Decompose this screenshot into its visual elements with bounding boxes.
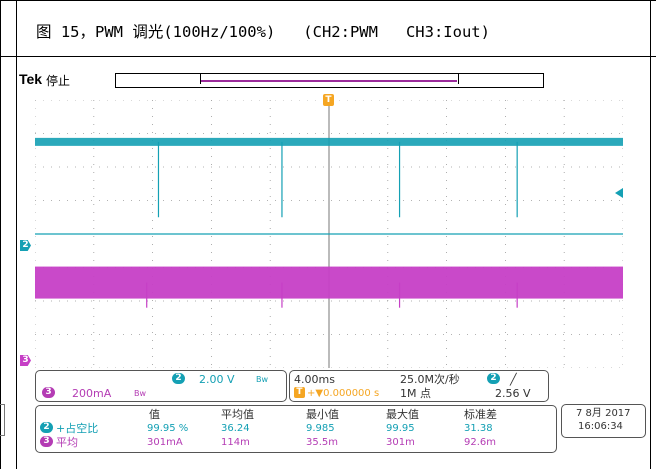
meas-row2-value: 301mA	[147, 437, 183, 448]
waveform-graticule	[35, 100, 623, 368]
trigger-source-badge: 2	[487, 373, 500, 384]
ch2-ground-marker[interactable]: 2	[20, 240, 31, 251]
trigger-slope-icon: ╱	[510, 373, 517, 386]
frame-caption-bottom	[0, 56, 656, 57]
meas-row1-name[interactable]: +占空比	[56, 422, 99, 435]
ch2-trace-band	[35, 137, 623, 146]
ch2-badge: 2	[172, 373, 185, 384]
run-status: 停止	[46, 74, 71, 88]
ch3-trace-band	[35, 266, 623, 299]
record-view-indicator	[201, 80, 457, 82]
ch3-waveform	[35, 266, 623, 308]
meas-header-min: 最小值	[306, 408, 339, 421]
meas-header-value: 值	[149, 408, 160, 421]
meas-row2-mean: 114m	[221, 437, 250, 448]
meas-row1-max: 99.95	[386, 423, 415, 434]
meas-row1-stddev: 31.38	[464, 423, 493, 434]
frame-top	[0, 0, 656, 1]
brand-logo: Tek	[19, 71, 43, 87]
meas-header-stddev: 标准差	[464, 408, 497, 421]
frame-right	[650, 0, 651, 469]
frame-inner-left	[16, 0, 17, 469]
date-display: 7 8月 2017	[576, 408, 631, 419]
ch2-bandwidth-icon: Bw	[256, 375, 269, 384]
meas-row2-max: 301m	[386, 437, 415, 448]
ch2-scale[interactable]: 2.00 V	[199, 373, 235, 386]
ch2-waveform	[35, 137, 623, 235]
ch3-bandwidth-icon: Bw	[134, 389, 147, 398]
ch3-scale[interactable]: 200mA	[72, 387, 112, 400]
meas-row2-min: 35.5m	[306, 437, 339, 448]
channel-settings-box: 3 200mA Bw 2 2.00 V Bw	[35, 370, 287, 402]
meas-row2-badge: 3	[40, 436, 53, 447]
trigger-level-marker[interactable]	[615, 188, 623, 198]
time-per-division[interactable]: 4.00ms	[294, 373, 335, 386]
trigger-position-marker[interactable]: T	[323, 94, 334, 106]
trigger-delay[interactable]: +▼0.000000 s	[307, 388, 380, 399]
meas-row1-min: 9.985	[306, 423, 335, 434]
trigger-level[interactable]: 2.56 V	[495, 387, 531, 400]
meas-row2-stddev: 92.6m	[464, 437, 497, 448]
meas-header-max: 最大值	[386, 408, 419, 421]
datetime-box: 7 8月 2017 16:06:34	[561, 404, 646, 438]
left-edge-box	[0, 404, 5, 436]
meas-row1-badge: 2	[40, 422, 53, 433]
meas-header-mean: 平均值	[221, 408, 254, 421]
ch3-ground-marker[interactable]: 3	[20, 355, 31, 366]
measurements-box: 值 平均值 最小值 最大值 标准差 2 +占空比 99.95 % 36.24 9…	[35, 405, 557, 453]
trigger-badge: T	[294, 387, 305, 398]
figure-caption: 图 15，PWM 调光(100Hz/100%) (CH2:PWM CH3:Iou…	[36, 23, 490, 41]
ch3-badge: 3	[42, 387, 55, 398]
frame-left	[0, 0, 1, 469]
meas-row1-value: 99.95 %	[147, 423, 189, 434]
meas-row2-name[interactable]: 平均	[56, 436, 78, 449]
meas-row1-mean: 36.24	[221, 423, 250, 434]
time-display: 16:06:34	[578, 421, 623, 432]
record-length: 1M 点	[400, 387, 431, 400]
horizontal-settings-box: 4.00ms T +▼0.000000 s 25.0M次/秒 1M 点 2 ╱ …	[289, 370, 549, 402]
sample-rate: 25.0M次/秒	[400, 373, 460, 386]
record-view-window	[200, 73, 459, 84]
